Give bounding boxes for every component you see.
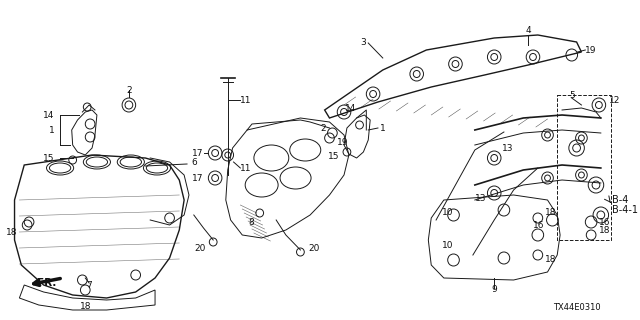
Text: 14: 14	[43, 110, 54, 119]
Text: 10: 10	[442, 207, 454, 217]
Text: 19: 19	[586, 45, 597, 54]
Text: 19: 19	[337, 138, 349, 147]
Text: 1: 1	[380, 124, 386, 132]
Text: 20: 20	[194, 244, 205, 252]
Text: TX44E0310: TX44E0310	[553, 303, 601, 312]
Text: 13: 13	[502, 143, 513, 153]
Text: 17: 17	[192, 148, 204, 157]
Text: 18: 18	[599, 226, 611, 235]
Text: 6: 6	[191, 157, 196, 166]
Text: 4: 4	[525, 26, 531, 35]
Text: 3: 3	[360, 37, 366, 46]
Text: 11: 11	[241, 164, 252, 172]
Text: 1: 1	[49, 125, 54, 134]
Text: 16: 16	[599, 218, 611, 227]
Text: 9: 9	[492, 285, 497, 294]
Text: 15: 15	[328, 151, 339, 161]
Text: 5: 5	[569, 91, 575, 100]
Text: 13: 13	[475, 194, 486, 203]
Text: 10: 10	[442, 241, 454, 250]
Text: 18: 18	[6, 228, 17, 236]
Text: 18: 18	[545, 207, 556, 217]
Text: 20: 20	[308, 244, 319, 252]
Text: B-4-1: B-4-1	[612, 205, 639, 215]
Text: 11: 11	[241, 95, 252, 105]
Text: B-4: B-4	[612, 195, 629, 205]
Text: 15: 15	[43, 154, 54, 163]
Text: 8: 8	[248, 218, 254, 227]
Text: 18: 18	[545, 255, 556, 265]
Text: 17: 17	[192, 173, 204, 182]
Text: 2: 2	[320, 124, 326, 132]
Text: 14: 14	[345, 103, 356, 113]
Text: 7: 7	[86, 281, 92, 290]
Text: 16: 16	[533, 220, 545, 229]
Text: 18: 18	[79, 302, 91, 311]
Bar	[557, 95, 611, 240]
Text: 2: 2	[126, 85, 132, 94]
Text: 12: 12	[609, 95, 620, 105]
Text: FR.: FR.	[37, 278, 56, 288]
